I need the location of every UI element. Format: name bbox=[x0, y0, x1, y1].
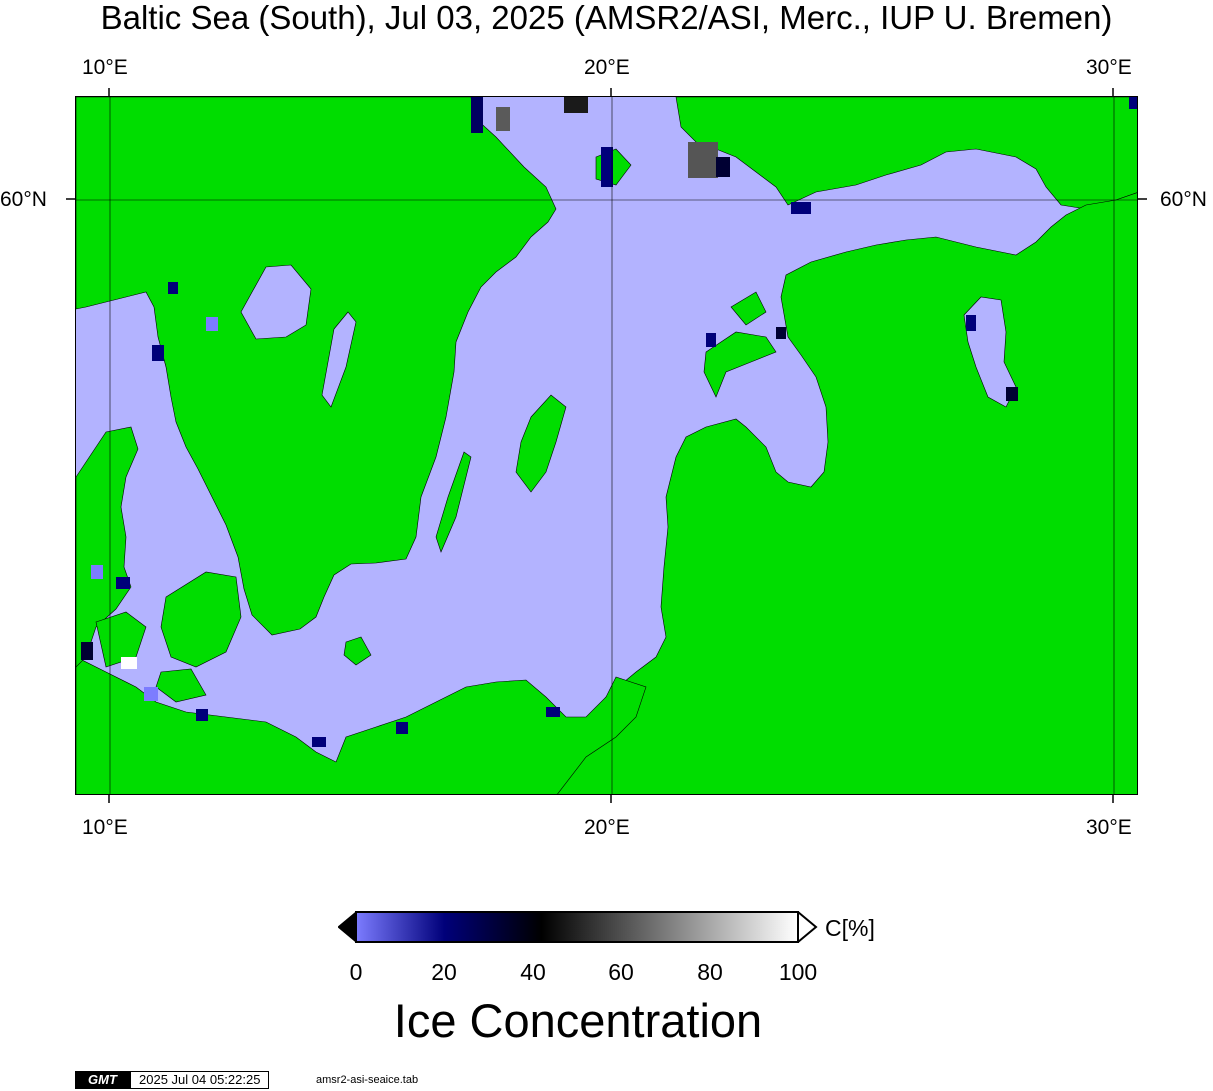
colorbar-tick-40: 40 bbox=[520, 959, 546, 985]
gmt-logo: GMT bbox=[75, 1071, 130, 1089]
right-lat-label-60: 60°N bbox=[1160, 188, 1207, 211]
ice-pixels bbox=[81, 97, 1137, 747]
gotland-island bbox=[515, 394, 567, 493]
timestamp: 2025 Jul 04 05:22:25 bbox=[130, 1071, 270, 1089]
funen-island bbox=[95, 611, 147, 668]
map-canvas bbox=[76, 97, 1137, 794]
colorbar-tick-20: 20 bbox=[431, 959, 457, 985]
colorbar bbox=[338, 911, 818, 943]
hiiumaa-island bbox=[730, 291, 767, 326]
bottom-lon-label-20: 20°E bbox=[584, 816, 630, 839]
bottom-lon-label-30: 30°E bbox=[1086, 816, 1132, 839]
southern-coast-land bbox=[76, 656, 647, 794]
top-lon-label-30: 30°E bbox=[1086, 56, 1132, 79]
bornholm-island bbox=[343, 636, 372, 666]
colorbar-low-triangle bbox=[338, 911, 357, 943]
colorbar-high-triangle bbox=[797, 911, 818, 943]
map-title: Baltic Sea (South), Jul 03, 2025 (AMSR2/… bbox=[100, 0, 1113, 36]
lake-vattern bbox=[321, 311, 357, 408]
top-lon-label-10: 10°E bbox=[82, 56, 128, 79]
zealand-island bbox=[160, 571, 242, 668]
colorbar-gradient bbox=[355, 911, 799, 943]
colorbar-title: Ice Concentration bbox=[393, 994, 763, 1047]
source-filename: amsr2-asi-seaice.tab bbox=[316, 1074, 419, 1086]
left-lat-label-60: 60°N bbox=[0, 188, 47, 211]
graticule bbox=[76, 97, 1137, 794]
bottom-lon-label-10: 10°E bbox=[82, 816, 128, 839]
oland-island bbox=[435, 451, 472, 553]
colorbar-unit: C[%] bbox=[825, 915, 875, 941]
map-frame bbox=[75, 96, 1138, 795]
lake-vanern bbox=[240, 264, 312, 340]
colorbar-tick-60: 60 bbox=[608, 959, 634, 985]
top-lon-label-20: 20°E bbox=[584, 56, 630, 79]
saaremaa-island bbox=[703, 331, 777, 398]
lolland-island bbox=[155, 668, 207, 703]
colorbar-tick-80: 80 bbox=[697, 959, 723, 985]
colorbar-tick-0: 0 bbox=[349, 959, 363, 985]
colorbar-tick-100: 100 bbox=[778, 959, 818, 985]
